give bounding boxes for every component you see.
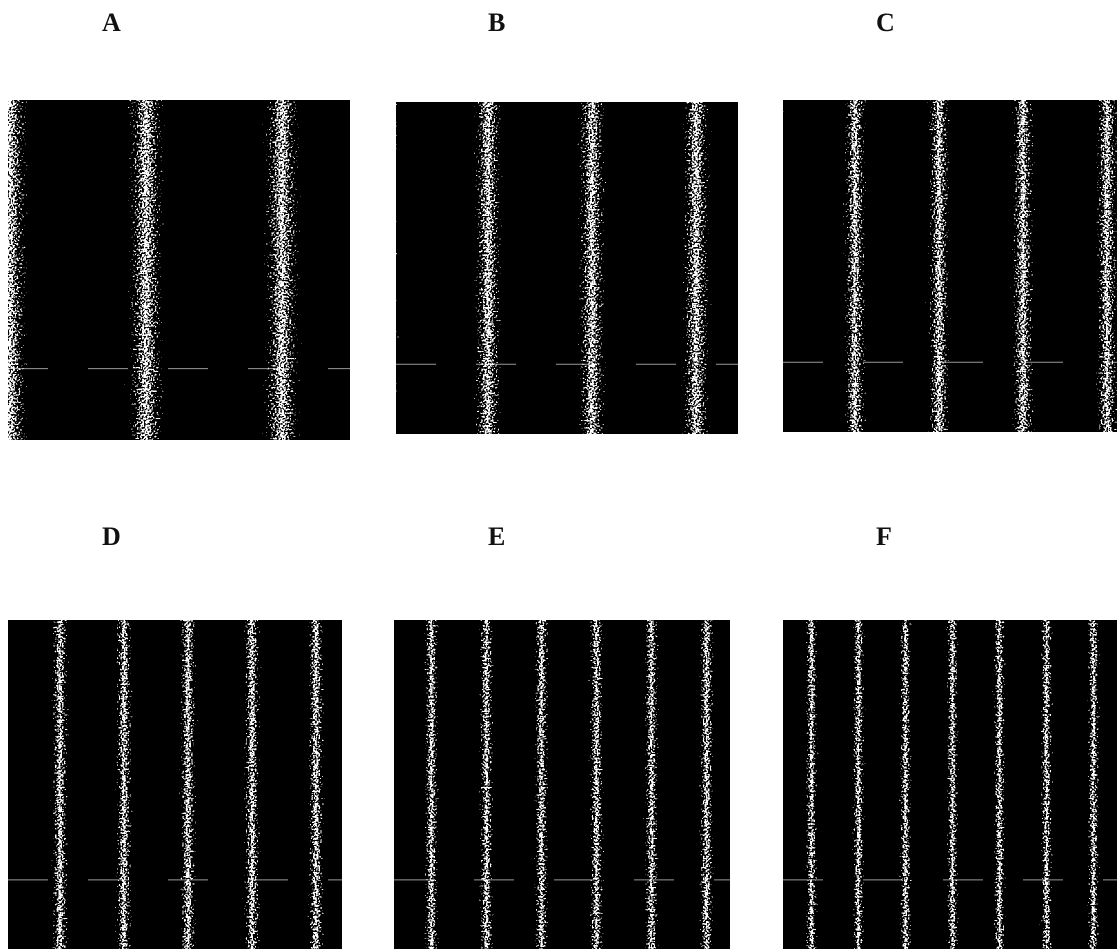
panel-label: C — [876, 8, 895, 38]
speckle-fringes — [394, 620, 730, 949]
fringe-panel — [394, 620, 730, 949]
panel-label: F — [876, 522, 892, 552]
speckle-fringes — [396, 102, 738, 434]
panel-label: A — [102, 8, 121, 38]
figure: A B C D E F (() => { const data = JSON.p… — [0, 0, 1119, 949]
fringe-panel — [8, 620, 342, 949]
panel-label: D — [102, 522, 121, 552]
speckle-fringes — [8, 620, 342, 949]
fringe-panel — [783, 100, 1117, 432]
speckle-fringes — [783, 100, 1117, 432]
panel-label: E — [488, 522, 505, 552]
panel-label: B — [488, 8, 505, 38]
fringe-panel — [8, 100, 350, 440]
fringe-panel — [396, 102, 738, 434]
speckle-fringes — [8, 100, 350, 440]
speckle-fringes — [783, 620, 1117, 949]
fringe-panel — [783, 620, 1117, 949]
